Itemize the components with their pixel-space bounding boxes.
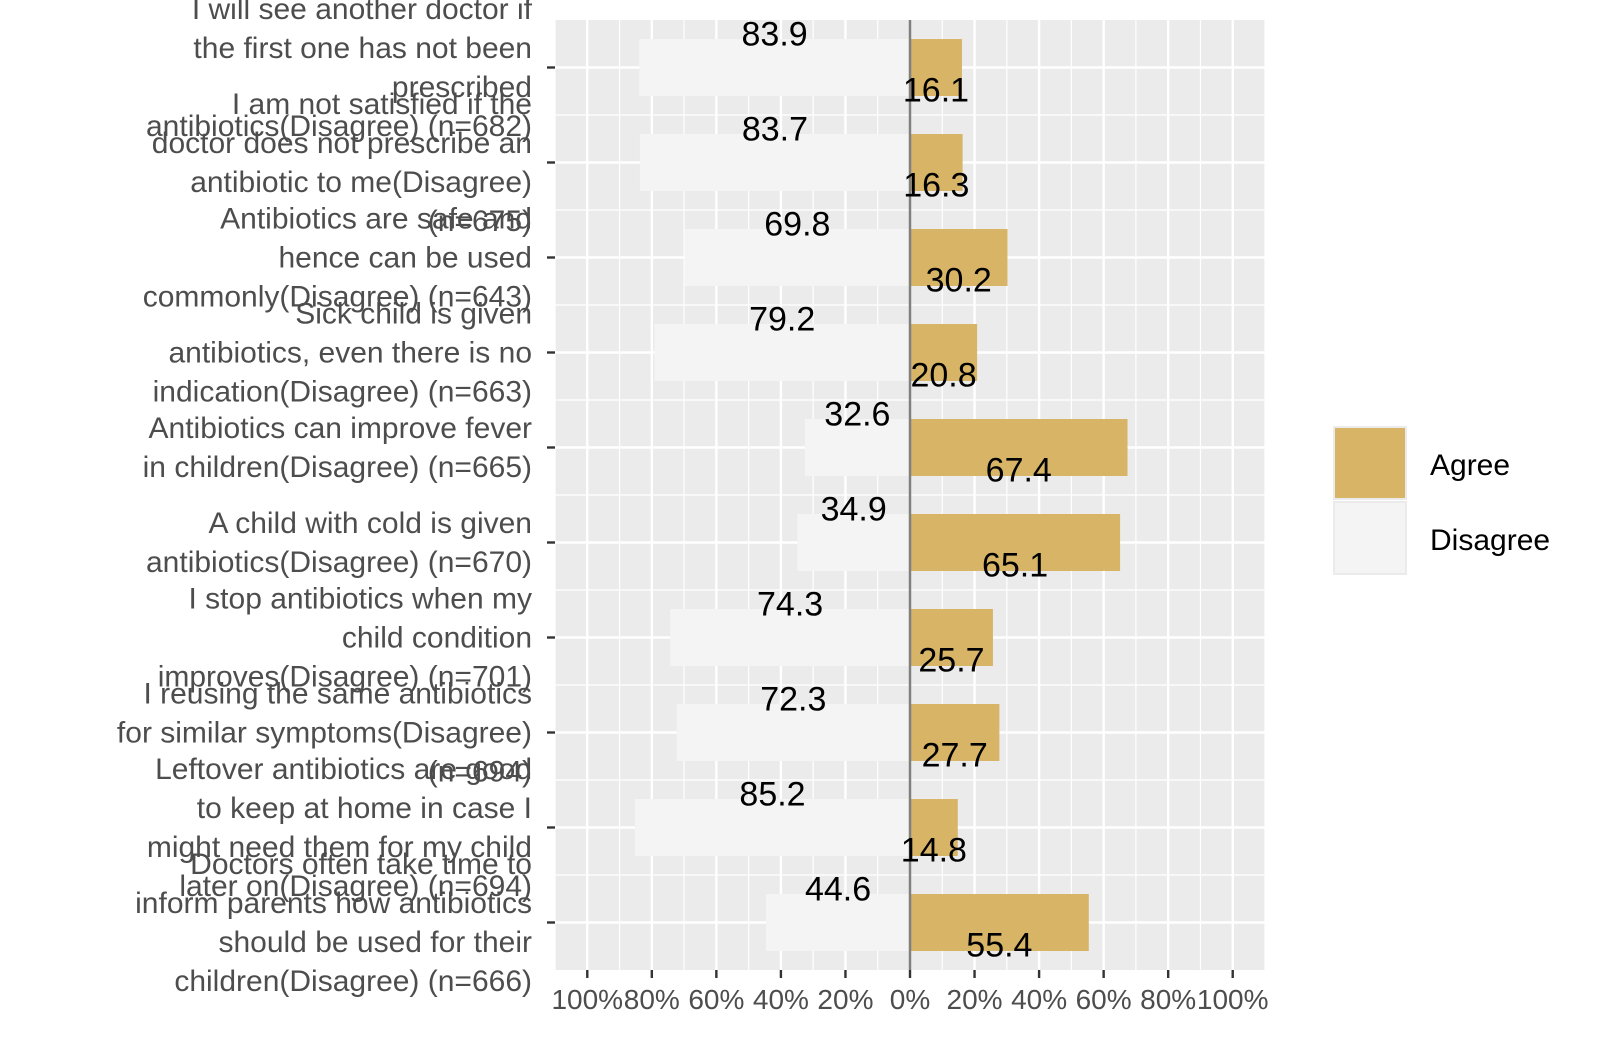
x-tick-label: 60%	[688, 984, 744, 1015]
bar-disagree	[639, 39, 910, 96]
bar-agree	[910, 894, 1089, 951]
legend-label-disagree: Disagree	[1430, 524, 1550, 557]
bar-agree	[910, 704, 1000, 761]
data-label-disagree: 72.3	[760, 681, 826, 719]
bar-disagree	[804, 419, 910, 476]
x-tick-label: 20%	[817, 984, 873, 1015]
category-label: Sick child is given antibiotics, even the…	[153, 298, 532, 409]
category-label: Antibiotics are safe and hence can be use…	[143, 203, 532, 314]
x-tick-label: 80%	[624, 984, 680, 1015]
data-label-disagree: 34.9	[821, 491, 887, 529]
bar-agree	[910, 134, 963, 191]
category-label: I reusing the same antibiotics for simila…	[117, 678, 532, 789]
bar-disagree	[670, 609, 910, 666]
x-tick-label: 20%	[947, 984, 1003, 1015]
category-label: I stop antibiotics when my child conditio…	[158, 583, 532, 694]
data-label-disagree: 83.7	[742, 111, 808, 149]
bar-series	[635, 39, 1128, 951]
data-labels: 16.1 83.9 16.3 83.7 30.2 69.8 20.8 79.2 67.4 32.6…	[739, 16, 1051, 965]
bar-disagree	[676, 704, 910, 761]
legend-key-disagree	[1333, 501, 1407, 575]
category-label: Doctors often take time to inform parents…	[135, 848, 532, 998]
data-label-disagree: 79.2	[749, 301, 815, 339]
bar-agree	[910, 514, 1121, 571]
bar-agree	[910, 324, 978, 381]
legend: Agree Disagree	[1333, 426, 1550, 575]
data-label-agree: 25.7	[918, 642, 984, 680]
data-label-disagree: 44.6	[805, 871, 871, 909]
category-label: I will see another doctor if the first on…	[146, 0, 533, 143]
data-label-agree: 30.2	[926, 262, 992, 300]
data-label-agree: 16.1	[903, 72, 969, 110]
bar-agree	[910, 609, 993, 666]
bar-disagree	[766, 894, 910, 951]
x-tick-label: 40%	[1011, 984, 1067, 1015]
bar-agree	[910, 419, 1128, 476]
data-label-agree: 27.7	[922, 737, 988, 775]
category-label: A child with cold is given antibiotics(Di…	[146, 507, 532, 579]
bar-agree	[910, 229, 1008, 286]
bar-disagree	[635, 799, 910, 856]
data-label-agree: 55.4	[966, 927, 1032, 965]
x-tick-label: 60%	[1076, 984, 1132, 1015]
category-label: Antibiotics can improve fever in children…	[143, 412, 532, 484]
data-label-agree: 14.8	[901, 832, 967, 870]
data-label-disagree: 74.3	[757, 586, 823, 624]
category-labels: I will see another doctor if the first on…	[117, 0, 533, 998]
bar-disagree	[684, 229, 910, 286]
category-label: I am not satisfied if the doctor does not…	[152, 88, 532, 238]
category-label: Leftover antibiotics are good to keep at …	[147, 753, 532, 903]
x-tick-label: 100%	[551, 984, 623, 1015]
data-label-disagree: 32.6	[824, 396, 890, 434]
bar-agree	[910, 39, 962, 96]
bar-disagree	[797, 514, 910, 571]
x-tick-label: 100%	[1197, 984, 1269, 1015]
x-axis-tick-labels: 100% 80% 60% 40% 20% 0% 20% 40% 60% 80% 100%	[551, 970, 1269, 1015]
data-label-agree: 67.4	[986, 452, 1052, 490]
data-label-disagree: 69.8	[764, 206, 830, 244]
legend-key-agree	[1333, 426, 1407, 500]
bar-agree	[910, 799, 958, 856]
data-label-disagree: 83.9	[742, 16, 808, 54]
data-label-agree: 16.3	[903, 167, 969, 205]
legend-label-agree: Agree	[1430, 449, 1510, 482]
bar-disagree	[654, 324, 910, 381]
bar-disagree	[639, 134, 910, 191]
data-label-agree: 20.8	[910, 357, 976, 395]
x-tick-label: 0%	[890, 984, 930, 1015]
x-tick-label: 40%	[753, 984, 809, 1015]
data-label-disagree: 85.2	[739, 776, 805, 814]
data-label-agree: 65.1	[982, 547, 1048, 585]
x-tick-label: 80%	[1140, 984, 1196, 1015]
y-axis-ticks	[547, 66, 555, 924]
